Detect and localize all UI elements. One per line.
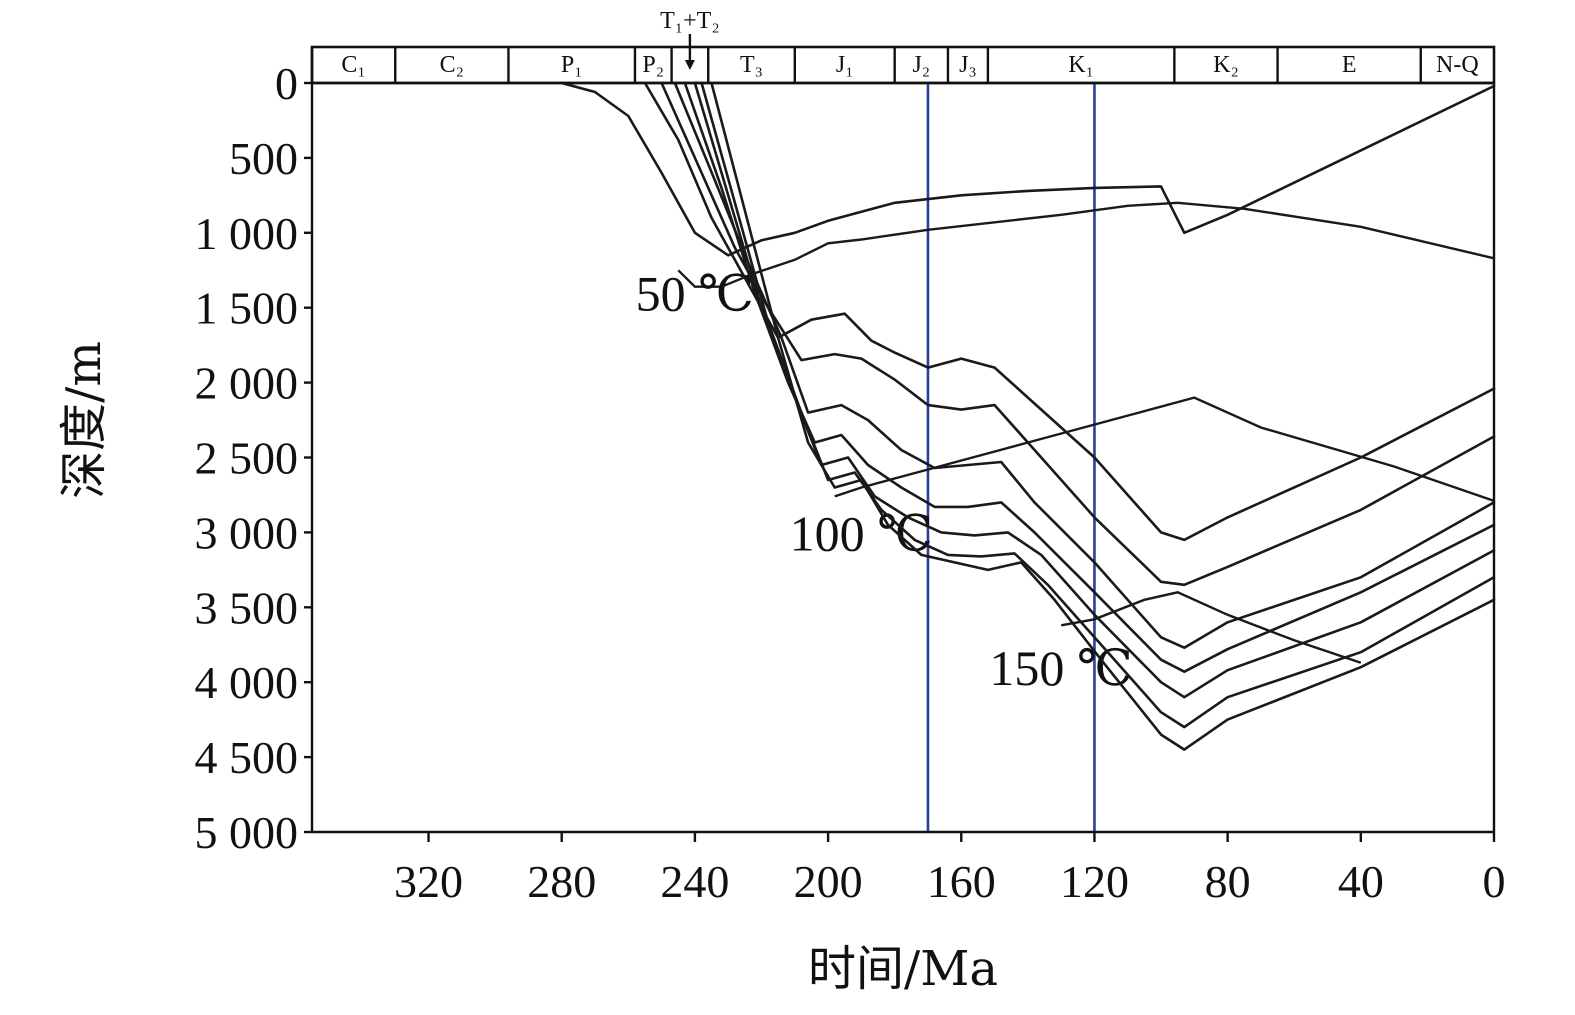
y-tick-label: 3 000 xyxy=(195,507,299,558)
y-tick-label: 1 000 xyxy=(195,208,299,259)
y-tick-label: 5 000 xyxy=(195,807,299,858)
x-tick-label: 200 xyxy=(794,856,863,907)
y-tick-label: 2 500 xyxy=(195,433,299,484)
x-tick-label: 240 xyxy=(660,856,729,907)
isotherm-line xyxy=(1060,591,1362,664)
isotherm-label: 100 ℃ xyxy=(790,505,933,561)
y-tick-label: 4 000 xyxy=(195,657,299,708)
period-label: J₃ xyxy=(959,52,977,78)
period-label: J₂ xyxy=(912,52,930,78)
x-axis-title: 时间/Ma xyxy=(808,941,998,997)
burial-curves xyxy=(560,81,1496,751)
x-tick-label: 80 xyxy=(1205,856,1251,907)
x-tick-label: 120 xyxy=(1060,856,1129,907)
isotherm-lines: 50 ℃ 100 ℃ 150 ℃ xyxy=(636,201,1495,696)
burial-curve xyxy=(673,81,1496,649)
x-tick-label: 280 xyxy=(527,856,596,907)
y-tick-label: 1 500 xyxy=(195,283,299,334)
burial-curve xyxy=(560,81,1496,257)
period-label: K₁ xyxy=(1068,52,1094,78)
burial-curve xyxy=(643,81,1496,542)
period-label: J₁ xyxy=(836,52,854,78)
x-tick-label: 40 xyxy=(1338,856,1384,907)
burial-curve xyxy=(710,81,1496,751)
period-label: E xyxy=(1342,52,1357,78)
t1-t2-label: T₁+T₂ xyxy=(660,8,720,34)
y-tick-label: 2 000 xyxy=(195,358,299,409)
period-label: P₁ xyxy=(561,52,583,78)
x-tick-label: 320 xyxy=(394,856,463,907)
t1-t2-arrow-head xyxy=(684,60,695,70)
geologic-period-bar: C₁ C₂ P₁ P₂ T₃ J₁ J₂ J₃ K₁ K₂ E N-Q T₁+T₂ xyxy=(310,8,1496,85)
axes: 0 500 1 000 1 500 2 000 2 500 3 000 3 500 4 000 4… xyxy=(195,47,1506,907)
isotherm-label: 50 ℃ xyxy=(636,266,754,322)
period-label: C₂ xyxy=(440,52,464,78)
burial-curve xyxy=(700,81,1496,729)
y-tick-label: 500 xyxy=(229,133,298,184)
period-label: T₃ xyxy=(740,52,763,78)
period-bar-frame xyxy=(310,45,1496,85)
y-axis-title: 深度/m xyxy=(56,341,112,499)
isotherm-label: 150 ℃ xyxy=(989,640,1132,696)
x-tick-label: 0 xyxy=(1483,856,1506,907)
period-label: N-Q xyxy=(1436,52,1479,78)
y-tick-label: 4 500 xyxy=(195,732,299,783)
period-label: K₂ xyxy=(1213,52,1239,78)
y-tick-label: 3 500 xyxy=(195,582,299,633)
y-tick-label: 0 xyxy=(275,58,298,109)
isotherm-line xyxy=(677,201,1495,288)
x-tick-label: 160 xyxy=(927,856,996,907)
isotherm-line xyxy=(834,396,1495,503)
period-label: C₁ xyxy=(341,52,365,78)
burial-curve xyxy=(683,81,1496,673)
period-label: P₂ xyxy=(642,52,664,78)
